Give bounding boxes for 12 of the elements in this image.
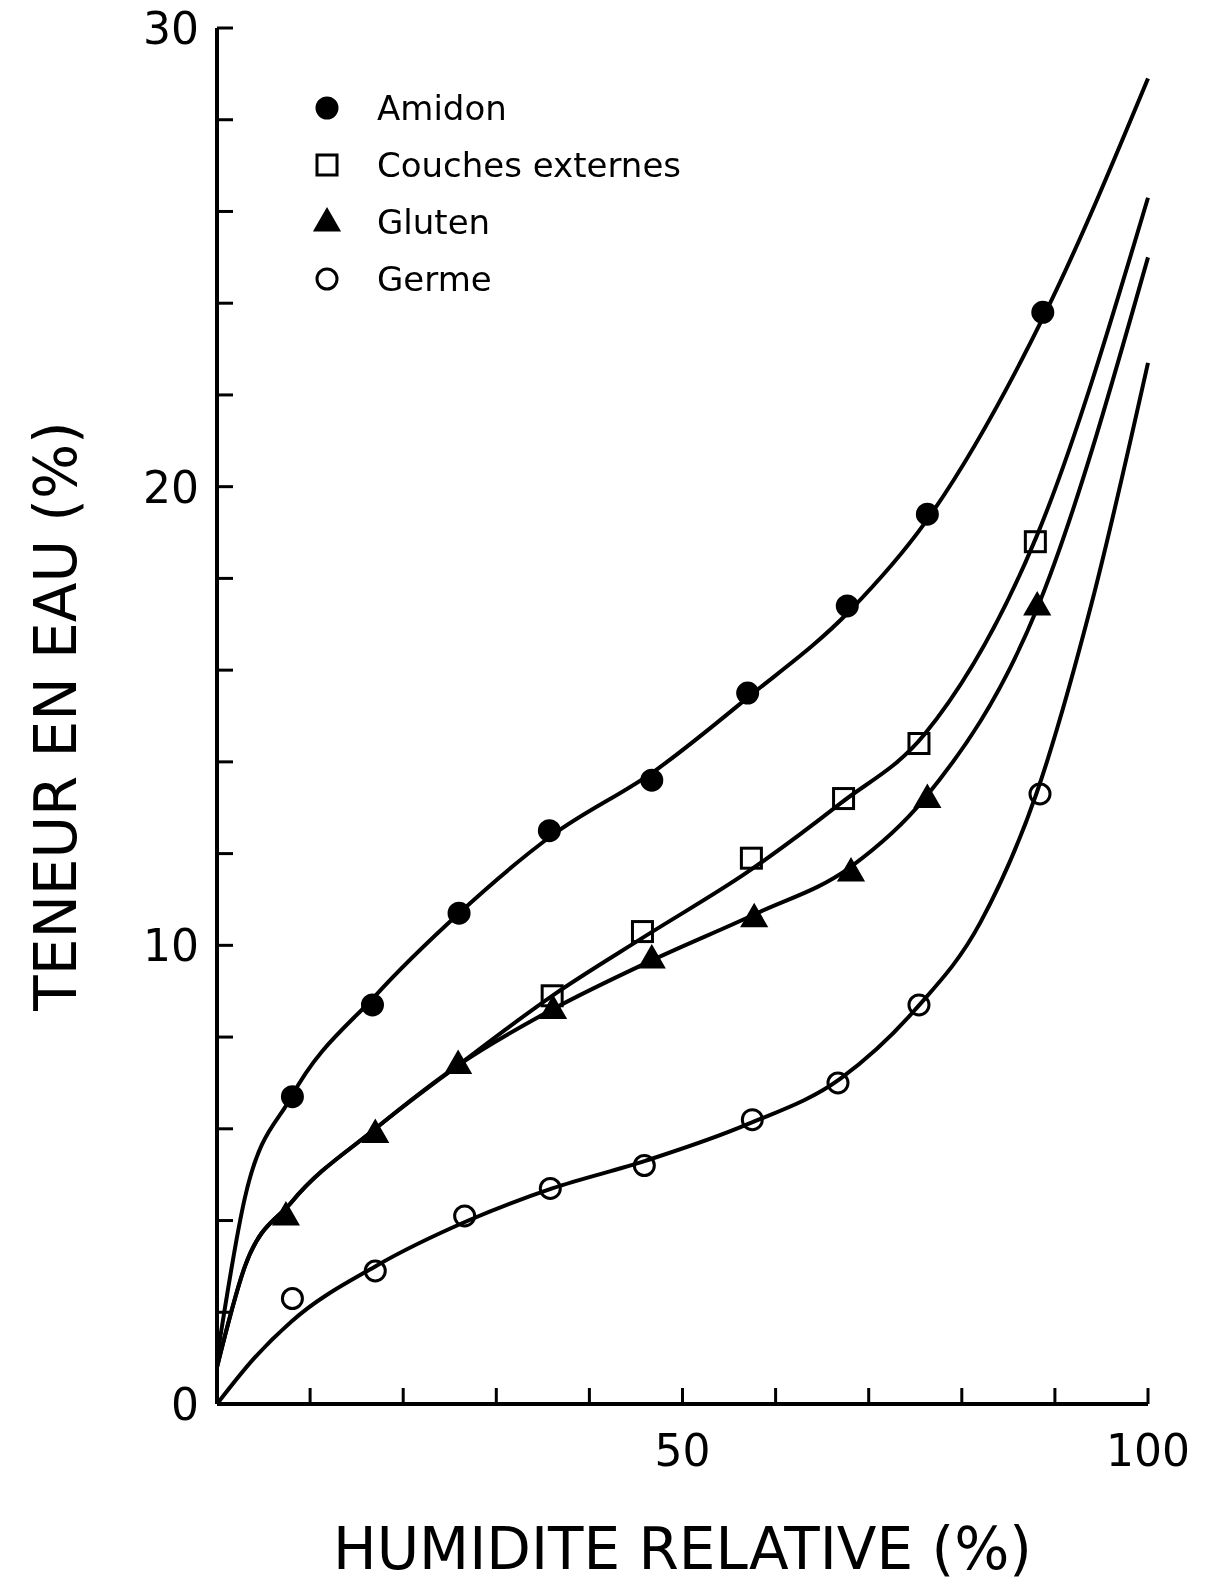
legend-label: Couches externes bbox=[377, 145, 682, 186]
x-axis-title: HUMIDITE RELATIVE (%) bbox=[333, 1515, 1032, 1583]
y-axis-title: TENEUR EN EAU (%) bbox=[22, 421, 90, 1012]
legend-label: Gluten bbox=[377, 202, 491, 243]
y-tick-label: 10 bbox=[143, 920, 199, 972]
y-tick-label: 20 bbox=[143, 461, 199, 513]
legend-label: Germe bbox=[377, 259, 492, 300]
y-tick-label: 30 bbox=[143, 2, 199, 54]
x-tick-label: 50 bbox=[654, 1425, 711, 1476]
y-tick-label: 0 bbox=[171, 1378, 199, 1430]
x-tick-label: 100 bbox=[1106, 1425, 1190, 1476]
legend-label: Amidon bbox=[377, 88, 507, 129]
